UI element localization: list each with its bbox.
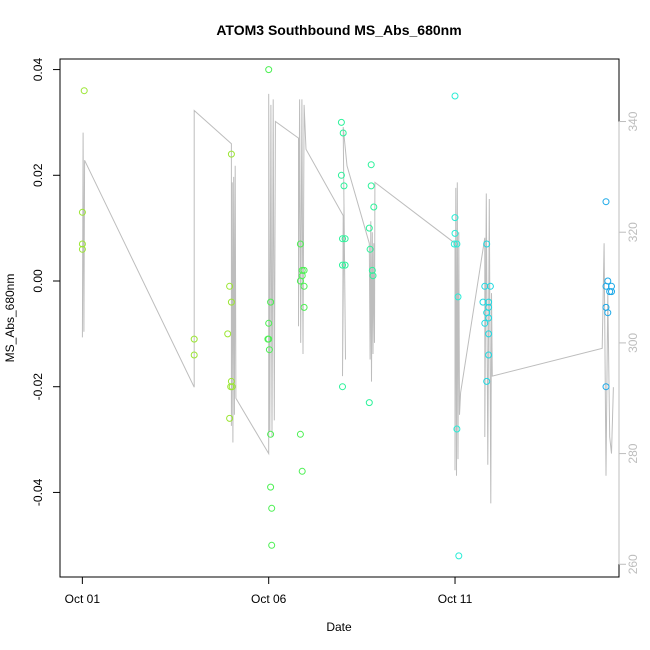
data-point: [453, 425, 461, 433]
data-point: [608, 288, 615, 296]
data-point: [366, 245, 374, 253]
y-axis-label: MS_Abs_680nm: [3, 274, 17, 363]
data-point: [485, 351, 493, 359]
data-point: [602, 383, 610, 391]
data-point: [367, 182, 375, 190]
y2-tick-label: 300: [626, 333, 640, 353]
data-point: [451, 92, 459, 100]
data-point: [486, 282, 494, 290]
data-point: [226, 414, 234, 422]
y-axis-left: -0.04 -0.02 0.00 0.02 0.04: [31, 58, 61, 506]
data-point: [337, 118, 345, 126]
data-point: [367, 161, 375, 169]
x-tick-label: Oct 06: [251, 592, 287, 606]
data-point: [268, 504, 276, 512]
data-point: [78, 240, 86, 248]
data-point: [455, 552, 463, 560]
data-point: [78, 208, 86, 216]
data-point: [341, 261, 349, 269]
data-point: [370, 203, 378, 211]
data-point: [78, 245, 86, 253]
data-point: [268, 541, 276, 549]
data-point: [485, 314, 493, 322]
data-point: [296, 430, 304, 438]
data-point: [339, 261, 346, 269]
points-layer: [78, 66, 615, 560]
data-point: [300, 303, 308, 311]
data-point: [483, 240, 491, 248]
data-point: [296, 240, 304, 248]
data-point: [265, 335, 273, 343]
data-point: [227, 298, 235, 306]
data-point: [224, 330, 232, 338]
y-tick-label: 0.00: [31, 269, 45, 293]
data-point: [296, 277, 304, 285]
x-axis-label: Date: [326, 620, 352, 634]
chart-title: ATOM3 Southbound MS_Abs_680nm: [216, 22, 461, 38]
data-point: [365, 399, 373, 407]
data-point: [226, 282, 234, 290]
data-point: [454, 293, 462, 301]
x-axis: Oct 01 Oct 06 Oct 11: [65, 576, 473, 606]
y2-tick-label: 340: [626, 111, 640, 131]
data-point: [365, 224, 373, 232]
data-point: [267, 298, 275, 306]
data-point: [190, 335, 198, 343]
y-tick-label: 0.04: [31, 58, 45, 82]
data-point: [337, 171, 345, 179]
data-point: [369, 272, 377, 280]
plot-area-frame: [59, 58, 620, 578]
data-point: [483, 377, 491, 385]
data-point: [80, 87, 88, 95]
secondary-series-layer: [81, 93, 614, 504]
data-point: [485, 330, 493, 338]
data-point: [190, 351, 198, 359]
y-axis-right: 260 280 300 320 340: [618, 111, 640, 574]
x-tick-label: Oct 01: [65, 592, 101, 606]
data-point: [340, 182, 348, 190]
data-point: [450, 240, 458, 248]
data-point: [453, 240, 461, 248]
data-point: [451, 229, 459, 237]
data-point: [265, 346, 273, 354]
y-tick-label: -0.02: [31, 373, 45, 401]
data-point: [481, 319, 489, 327]
data-point: [604, 309, 612, 317]
data-point: [267, 430, 275, 438]
data-point: [300, 282, 308, 290]
y2-tick-label: 320: [626, 222, 640, 242]
data-point: [368, 266, 376, 274]
data-point: [265, 66, 273, 74]
y-tick-label: -0.04: [31, 478, 45, 506]
data-point: [267, 483, 275, 491]
secondary-series-line: [81, 93, 614, 504]
data-point: [339, 129, 347, 137]
data-point: [227, 377, 235, 385]
data-point: [298, 467, 306, 475]
data-point: [339, 383, 346, 391]
y-tick-label: 0.02: [31, 163, 45, 187]
data-point: [485, 298, 493, 306]
data-point: [228, 383, 236, 391]
data-point: [339, 235, 346, 243]
data-point: [298, 266, 306, 274]
data-point: [451, 214, 459, 222]
y2-tick-label: 260: [626, 554, 640, 574]
data-point: [265, 319, 273, 327]
x-tick-label: Oct 11: [438, 592, 473, 606]
data-point: [341, 235, 349, 243]
y2-tick-label: 280: [626, 443, 640, 463]
data-point: [227, 150, 235, 158]
data-point: [602, 198, 610, 206]
